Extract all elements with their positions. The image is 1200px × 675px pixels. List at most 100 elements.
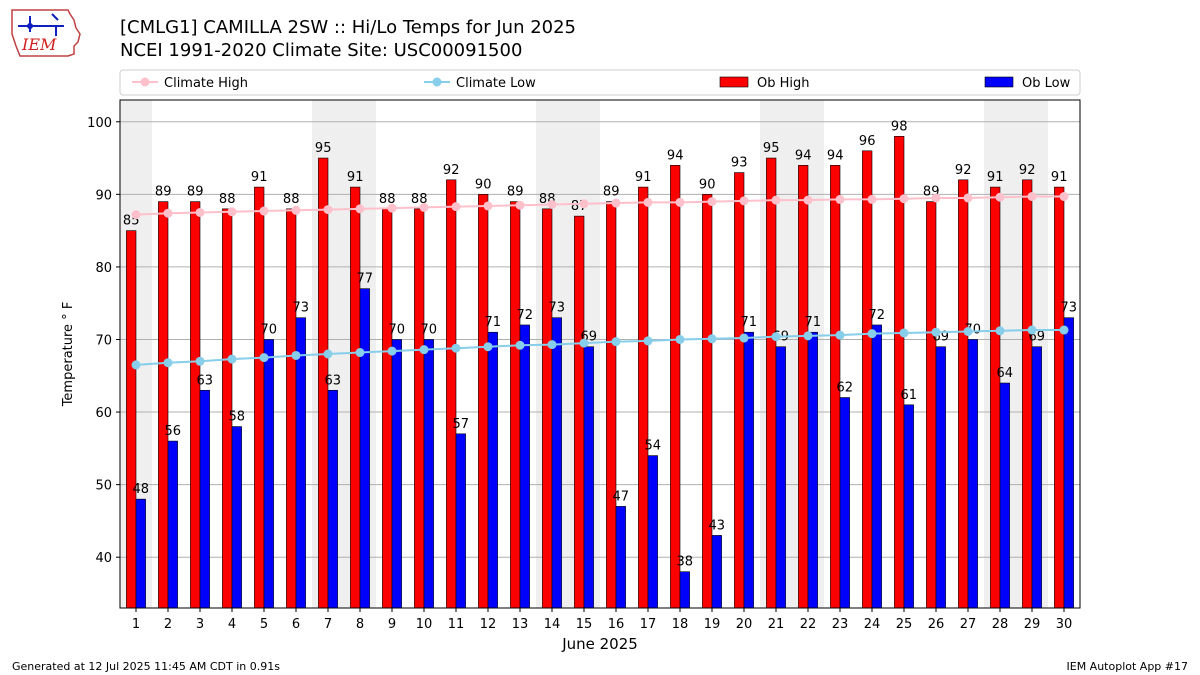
x-tick-label: 15 [576, 617, 593, 632]
high-bar-label: 91 [635, 170, 652, 185]
low-bar-label: 56 [165, 424, 182, 439]
x-tick-label: 26 [928, 617, 945, 632]
high-bar [510, 201, 521, 609]
x-tick-label: 21 [768, 617, 785, 632]
high-bar [382, 208, 393, 609]
x-tick-label: 25 [896, 617, 913, 632]
high-bar-label: 93 [731, 156, 748, 171]
legend-label: Climate High [164, 76, 248, 91]
high-bar [350, 186, 361, 609]
high-bar [222, 208, 233, 609]
climate-low-point [195, 356, 205, 366]
high-bar-label: 92 [443, 163, 460, 178]
low-bar-label: 63 [197, 373, 214, 388]
low-bar [615, 506, 626, 609]
low-bar [135, 498, 146, 609]
low-bar-label: 71 [741, 315, 758, 330]
climate-high-point [1059, 192, 1069, 202]
legend-box [119, 69, 1081, 96]
high-bar [702, 194, 713, 609]
high-bar-label: 88 [283, 192, 300, 207]
climate-low-point [899, 328, 909, 338]
low-bar-label: 63 [325, 373, 342, 388]
climate-low-point [739, 333, 749, 343]
climate-high-point [803, 195, 813, 205]
climate-low-point [259, 353, 269, 363]
low-bar [167, 440, 178, 609]
x-tick-label: 9 [388, 617, 396, 632]
low-bar [647, 455, 658, 609]
high-bar [894, 135, 905, 609]
x-tick-label: 11 [448, 617, 465, 632]
climate-low-point [387, 346, 397, 356]
plot-frame [119, 99, 1081, 609]
x-tick-label: 4 [228, 617, 236, 632]
x-axis-title: June 2025 [561, 635, 638, 653]
x-tick-label: 24 [864, 617, 881, 632]
climate-high-point [995, 192, 1005, 202]
chart-title: [CMLG1] CAMILLA 2SW :: Hi/Lo Temps for J… [120, 17, 577, 38]
climate-low-point [611, 337, 621, 347]
climate-high-point [387, 203, 397, 213]
climate-high-point [707, 197, 717, 207]
climate-high-point [899, 194, 909, 204]
x-tick-label: 27 [960, 617, 977, 632]
high-bar-label: 91 [1051, 170, 1068, 185]
climate-low-point [931, 327, 941, 337]
high-bar-label: 89 [155, 185, 172, 200]
high-bar [574, 215, 585, 609]
x-tick-label: 20 [736, 617, 753, 632]
climate-high-point [963, 193, 973, 203]
legend-swatch-marker [140, 77, 150, 87]
high-bar-label: 89 [507, 185, 524, 200]
iem-logo: IEM [11, 9, 81, 57]
x-tick-label: 5 [260, 617, 268, 632]
climate-low-point [131, 360, 141, 370]
climate-low-point [1059, 325, 1069, 335]
high-bar-label: 91 [251, 170, 268, 185]
high-bar-label: 92 [1019, 163, 1036, 178]
climate-high-point [259, 206, 269, 216]
climate-low-point [323, 349, 333, 359]
climate-high-point [291, 205, 301, 215]
climate-high-point [643, 197, 653, 207]
x-tick-label: 8 [356, 617, 364, 632]
climate-low-point [835, 330, 845, 340]
low-bar-label: 43 [709, 518, 726, 533]
low-bar-label: 77 [357, 272, 374, 287]
high-bar-label: 94 [827, 148, 844, 163]
high-bar [638, 186, 649, 609]
low-bar-label: 73 [1061, 301, 1078, 316]
x-tick-label: 10 [416, 617, 433, 632]
low-bar [199, 389, 210, 609]
x-tick-label: 12 [480, 617, 497, 632]
climate-low-point [451, 343, 461, 353]
y-tick-label: 90 [95, 188, 112, 203]
low-bar-label: 73 [293, 301, 310, 316]
high-bar-label: 94 [795, 148, 812, 163]
x-tick-label: 30 [1056, 617, 1073, 632]
climate-low-point [291, 350, 301, 360]
high-bar-label: 95 [763, 141, 780, 156]
high-bar-label: 88 [219, 192, 236, 207]
low-bar [807, 331, 818, 609]
high-bar [606, 201, 617, 609]
climate-low-point [867, 329, 877, 339]
low-bar-label: 48 [133, 482, 150, 497]
climate-low-point [227, 354, 237, 364]
climate-high-point [675, 197, 685, 207]
high-bar [670, 165, 681, 609]
y-tick-label: 70 [95, 333, 112, 348]
high-bar [1022, 179, 1033, 609]
x-tick-label: 16 [608, 617, 625, 632]
x-tick-label: 23 [832, 617, 849, 632]
low-bar [999, 382, 1010, 609]
low-bar [583, 346, 594, 609]
x-tick-label: 7 [324, 617, 332, 632]
low-bar [743, 331, 754, 609]
logo-text: IEM [21, 35, 57, 54]
low-bar [327, 389, 338, 609]
low-bar-label: 38 [677, 555, 694, 570]
climate-high-point [515, 200, 525, 210]
high-bar [1054, 186, 1065, 609]
